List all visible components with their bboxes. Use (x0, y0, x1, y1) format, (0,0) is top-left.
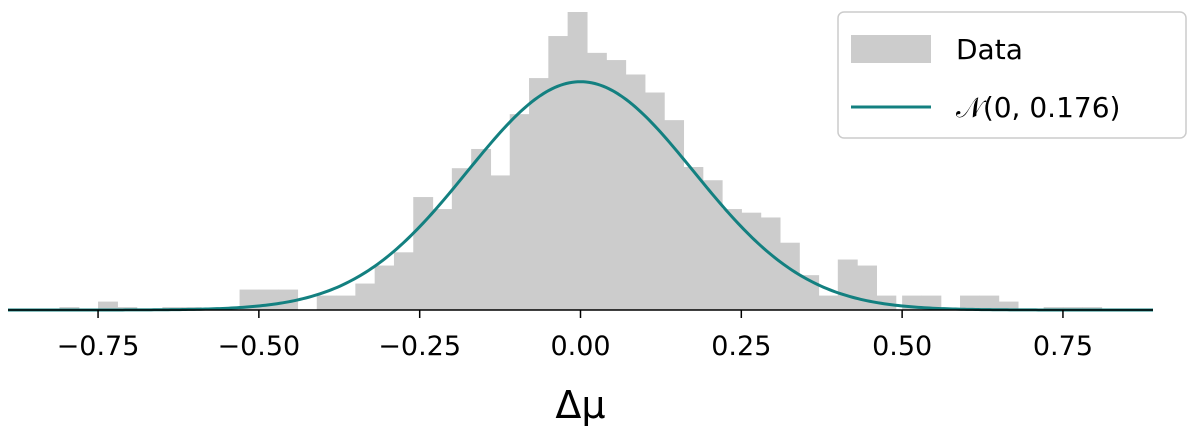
histogram-bars (59, 12, 1103, 311)
legend-fit-label: 𝒩(0, 0.176) (956, 91, 1120, 124)
histogram-bar (760, 217, 781, 310)
histogram-bar (960, 295, 980, 310)
histogram-bar (837, 259, 858, 310)
histogram-bar (432, 209, 453, 310)
histogram-bar (644, 92, 665, 311)
histogram-bar (702, 180, 723, 310)
x-tick-label: 0.25 (711, 331, 771, 362)
histogram-bar (664, 120, 685, 310)
histogram-bar (779, 242, 800, 310)
x-axis-label: Δμ (555, 383, 605, 427)
histogram-bar (722, 209, 742, 310)
legend: Data 𝒩(0, 0.176) (837, 11, 1187, 139)
histogram-bar (586, 52, 607, 311)
histogram-bar (490, 175, 511, 310)
normal-fit-curve (8, 80, 1153, 312)
x-axis-ticks: −0.75 −0.50 −0.25 0.00 0.25 0.50 0.75 (57, 310, 1093, 362)
x-tick-label: 0.75 (1033, 331, 1093, 362)
histogram-bar (979, 295, 1000, 310)
histogram-bar (374, 265, 395, 310)
histogram-bar (818, 295, 839, 310)
x-tick-label: −0.75 (57, 331, 140, 362)
x-tick-label: 0.00 (550, 331, 610, 362)
legend-data-swatch (851, 35, 931, 63)
x-tick-label: −0.50 (217, 331, 300, 362)
histogram-bar (316, 295, 337, 310)
histogram-bar (471, 148, 492, 310)
histogram-bar (355, 283, 376, 310)
histogram-bar (529, 78, 549, 310)
histogram-bar (548, 36, 569, 310)
histogram-bar (741, 212, 762, 310)
histogram-bar (278, 289, 299, 310)
histogram-bar (393, 252, 414, 310)
histogram-bar (683, 167, 704, 310)
histogram-bar (625, 74, 646, 310)
histogram-bar (413, 197, 434, 310)
x-tick-label: −0.25 (378, 331, 461, 362)
histogram-bar (998, 301, 1019, 310)
x-tick-label: 0.50 (872, 331, 932, 362)
histogram-bar (98, 301, 118, 310)
histogram-bar (567, 12, 588, 310)
histogram-bar (606, 60, 627, 311)
histogram-bar (509, 114, 530, 310)
histogram-bar (451, 168, 472, 310)
legend-data-label: Data (956, 33, 1023, 66)
histogram-bar (336, 295, 356, 310)
